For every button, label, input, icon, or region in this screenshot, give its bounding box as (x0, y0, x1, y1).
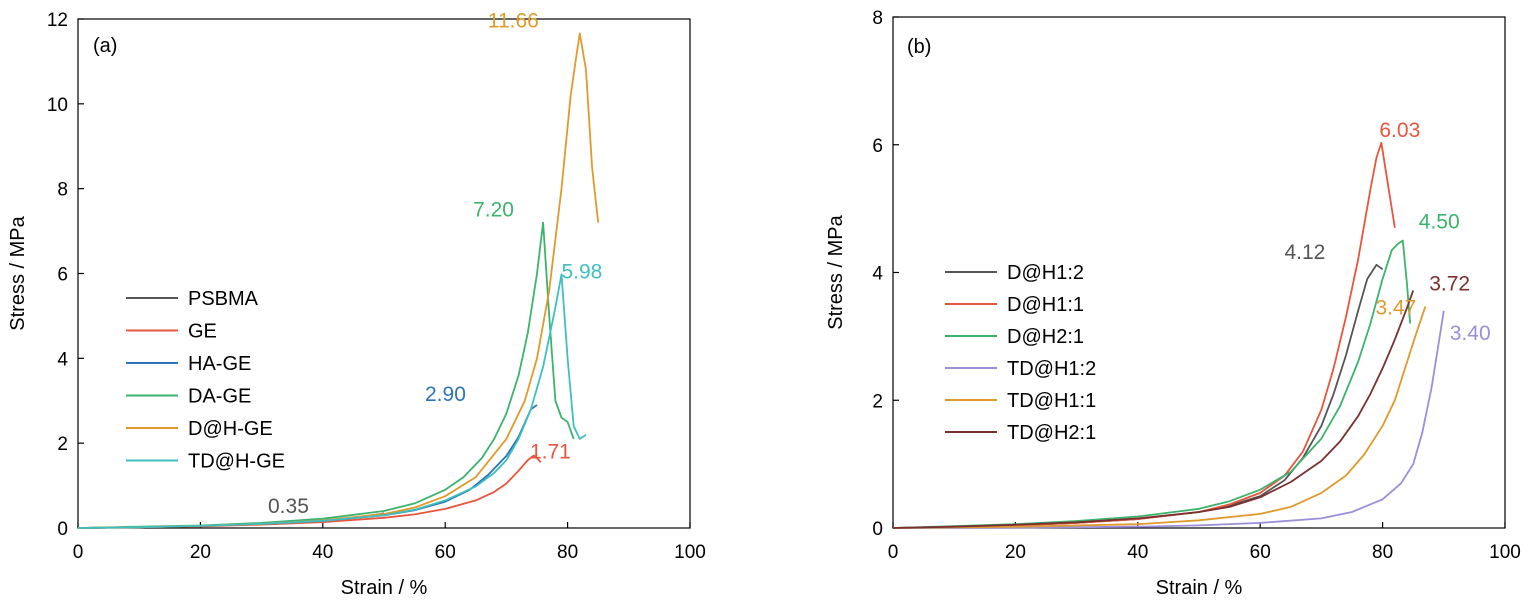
x-tick-label: 60 (435, 542, 456, 563)
legend-label: D@H2:1 (1007, 326, 1084, 348)
data-label: 11.66 (488, 9, 539, 32)
y-tick-label: 6 (872, 136, 883, 157)
series-line-td-h1-2 (892, 310, 1445, 529)
y-tick-label: 6 (57, 265, 68, 286)
data-label: 7.20 (473, 199, 514, 222)
series-line-td-h1-1 (892, 306, 1427, 529)
y-tick-label: 4 (872, 264, 883, 285)
x-tick-label: 80 (557, 542, 578, 563)
x-axis-label: Strain / % (1156, 577, 1243, 599)
series-line-td-h-ge (77, 273, 587, 529)
y-tick-label: 2 (57, 434, 68, 455)
x-tick-label: 60 (1250, 542, 1271, 563)
y-tick-label: 4 (57, 349, 68, 370)
legend-label: TD@H1:1 (1007, 390, 1096, 412)
data-label: 4.50 (1419, 211, 1460, 234)
chart-panel-a: 0 20 40 60 80 100 0 2 4 6 8 10 12 Strain / % Stress / … (7, 9, 706, 599)
series-line-td-h2-1 (892, 290, 1415, 529)
x-tick-label: 20 (1005, 542, 1026, 563)
data-label: 3.47 (1375, 296, 1416, 319)
y-axis-label: Stress / MPa (825, 214, 847, 329)
data-label: 4.12 (1284, 241, 1325, 264)
x-tick-label: 80 (1372, 542, 1393, 563)
series-line-d-h-ge (77, 32, 600, 529)
chart-panel-b: 0 20 40 60 80 100 0 2 4 6 8 Strain / % Stress / MPa (… (825, 8, 1521, 599)
legend-label: GE (188, 321, 217, 343)
data-label: 5.98 (561, 260, 602, 283)
data-label: 3.72 (1429, 272, 1470, 295)
series-line-ge (77, 454, 542, 529)
legend-label: D@H1:2 (1007, 262, 1084, 284)
legend-label: TD@H2:1 (1007, 422, 1096, 444)
legend-label: D@H-GE (188, 418, 273, 440)
y-tick-label: 2 (872, 391, 883, 412)
y-tick-label: 0 (57, 519, 68, 540)
legend-label: TD@H-GE (188, 451, 285, 473)
data-label: 0.35 (268, 495, 309, 518)
legend-label: HA-GE (188, 353, 251, 375)
y-axis-label: Stress / MPa (7, 215, 29, 330)
series-line-d-h2-1 (892, 239, 1411, 529)
x-tick-label: 100 (674, 542, 706, 563)
series-line-da-ge (77, 221, 575, 529)
panel-label: (a) (93, 35, 117, 57)
legend-label: D@H1:1 (1007, 294, 1084, 316)
y-tick-label: 8 (57, 180, 68, 201)
y-tick-label: 12 (47, 10, 68, 31)
y-tick-label: 10 (47, 95, 68, 116)
data-label: 6.03 (1379, 119, 1420, 142)
x-tick-label: 40 (312, 542, 333, 563)
data-label: 2.90 (425, 383, 466, 406)
data-label: 1.71 (530, 440, 571, 463)
x-axis-label: Strain / % (341, 577, 428, 599)
x-tick-label: 20 (190, 542, 211, 563)
x-tick-label: 0 (888, 542, 899, 563)
legend-label: PSBMA (188, 288, 259, 310)
x-tick-label: 0 (73, 542, 84, 563)
y-tick-label: 0 (872, 519, 883, 540)
x-tick-label: 100 (1489, 542, 1521, 563)
x-tick-label: 40 (1127, 542, 1148, 563)
legend-label: TD@H1:2 (1007, 358, 1096, 380)
y-tick-label: 8 (872, 8, 883, 29)
legend-label: DA-GE (188, 386, 251, 408)
panel-label: (b) (907, 36, 931, 58)
data-label: 3.40 (1450, 322, 1491, 345)
